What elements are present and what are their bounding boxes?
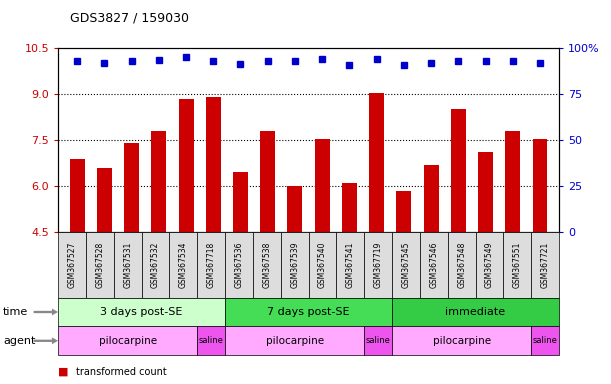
Bar — [533, 139, 547, 371]
Text: GSM367546: GSM367546 — [430, 242, 438, 288]
Bar — [397, 191, 411, 371]
Text: GSM367532: GSM367532 — [151, 242, 160, 288]
Bar — [97, 168, 112, 371]
Bar — [206, 97, 221, 371]
Text: GSM367548: GSM367548 — [457, 242, 466, 288]
Text: immediate: immediate — [445, 307, 506, 317]
Text: transformed count: transformed count — [76, 367, 167, 377]
Bar — [423, 165, 439, 371]
Text: ■: ■ — [58, 367, 68, 377]
Bar — [260, 131, 275, 371]
Bar — [178, 99, 194, 371]
Text: GSM367540: GSM367540 — [318, 242, 327, 288]
Text: GSM367538: GSM367538 — [262, 242, 271, 288]
Text: GDS3827 / 159030: GDS3827 / 159030 — [70, 12, 189, 25]
Text: saline: saline — [366, 336, 390, 345]
Text: GSM367539: GSM367539 — [290, 242, 299, 288]
Text: GSM367541: GSM367541 — [346, 242, 355, 288]
Bar — [342, 183, 357, 371]
Bar — [152, 131, 166, 371]
Text: GSM367549: GSM367549 — [485, 242, 494, 288]
Text: GSM367528: GSM367528 — [95, 242, 104, 288]
Text: pilocarpine: pilocarpine — [266, 336, 324, 346]
Text: GSM367534: GSM367534 — [179, 242, 188, 288]
Text: GSM367718: GSM367718 — [207, 242, 216, 288]
Text: pilocarpine: pilocarpine — [98, 336, 156, 346]
Bar — [287, 186, 302, 371]
Bar — [505, 131, 520, 371]
Text: saline: saline — [199, 336, 224, 345]
Text: GSM367721: GSM367721 — [541, 242, 550, 288]
Bar — [233, 172, 248, 371]
Text: agent: agent — [3, 336, 35, 346]
Text: GSM367545: GSM367545 — [401, 242, 411, 288]
Bar — [315, 139, 330, 371]
Text: GSM367719: GSM367719 — [374, 242, 382, 288]
Text: GSM367551: GSM367551 — [513, 242, 522, 288]
Text: time: time — [3, 307, 28, 317]
Bar — [478, 152, 493, 371]
Text: GSM367531: GSM367531 — [123, 242, 132, 288]
Text: 3 days post-SE: 3 days post-SE — [100, 307, 183, 317]
Text: GSM367536: GSM367536 — [235, 242, 243, 288]
Bar — [369, 93, 384, 371]
Text: pilocarpine: pilocarpine — [433, 336, 491, 346]
Text: GSM367527: GSM367527 — [67, 242, 76, 288]
Bar — [70, 159, 84, 371]
Bar — [124, 143, 139, 371]
Text: saline: saline — [533, 336, 558, 345]
Bar — [451, 109, 466, 371]
Text: 7 days post-SE: 7 days post-SE — [267, 307, 350, 317]
